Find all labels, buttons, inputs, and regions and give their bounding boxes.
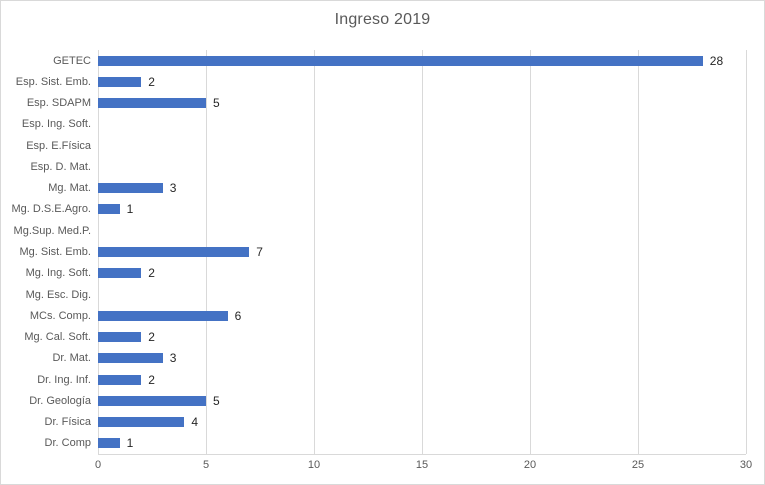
bar-row: 1 [98,433,746,454]
category-label: Esp. Ing. Soft. [21,118,91,131]
category-label: Esp. D. Mat. [30,160,91,173]
value-axis: 0 5 10 15 20 25 30 [1,459,764,477]
category-label: Mg.Sup. Med.P. [13,224,91,237]
x-tick-label: 15 [415,459,429,471]
x-tick-label: 5 [202,459,210,471]
category-label: Esp. SDAPM [26,97,91,110]
x-tick-label: 0 [94,459,102,471]
category-label: Esp. Sist. Emb. [15,75,91,88]
bar-value-label: 2 [148,266,155,281]
bar [98,76,142,87]
category-label: Dr. Comp [44,437,91,450]
bar-value-label: 3 [169,351,177,366]
category-label: MCs. Comp. [29,309,91,322]
bar-row [98,156,746,177]
gridline [314,50,315,454]
x-tick-label: 20 [523,459,537,471]
bar-value-label: 6 [234,308,242,323]
bar [98,438,120,449]
bar-row: 3 [98,178,746,199]
category-label: Mg. Mat. [48,182,91,195]
bar-row: 4 [98,411,746,432]
bar-value-label: 28 [709,53,724,68]
bar-value-label: 1 [126,202,134,217]
category-label: Esp. E.Física [26,139,91,152]
bar-row: 1 [98,199,746,220]
bar-value-label: 2 [148,372,155,387]
category-label: Mg. Ing. Soft. [25,267,91,280]
category-label: Dr. Ing. Inf. [37,373,91,386]
bar-row: 6 [98,305,746,326]
bar-row: 2 [98,326,746,347]
bar-value-label: 2 [148,74,155,89]
bar [98,204,120,215]
bar-row: 7 [98,241,746,262]
bar-value-label: 5 [213,393,220,408]
category-label: Dr. Mat. [52,352,91,365]
chart-title: Ingreso 2019 [334,11,431,28]
bar-value-label: 4 [191,415,199,430]
x-tick-label: 25 [631,459,645,471]
bar-value-label: 7 [256,244,263,259]
bar [98,395,206,406]
bar-value-label: 1 [126,436,134,451]
bar-row: 5 [98,93,746,114]
plot-area: 28 2 5 3 1 7 2 6 2 3 2 5 4 1 [98,50,747,455]
gridline [530,50,531,454]
bar [98,98,206,109]
bar-value-label: 5 [213,96,220,111]
bar [98,417,185,428]
category-label: Mg. Esc. Dig. [25,288,91,301]
x-tick-label: 30 [739,459,753,471]
bar-row [98,284,746,305]
gridline [638,50,639,454]
category-label: Mg. Cal. Soft. [24,331,91,344]
category-label: Mg. D.S.E.Agro. [11,203,91,216]
x-tick-label: 10 [307,459,321,471]
bar [98,183,163,194]
bar [98,353,163,364]
category-label: GETEC [53,54,91,67]
bar [98,55,703,66]
bar-value-label: 2 [148,330,155,345]
bar [98,374,142,385]
bar-value-label: 3 [169,181,177,196]
bar-row: 2 [98,263,746,284]
category-label: Dr. Geología [29,394,91,407]
bar [98,268,142,279]
gridline [746,50,747,454]
bar-row [98,135,746,156]
bar-row: 2 [98,71,746,92]
category-label: Mg. Sist. Emb. [19,245,91,258]
gridline [422,50,423,454]
bar-row: 2 [98,369,746,390]
bar-row [98,114,746,135]
bar-row [98,220,746,241]
bar-row: 3 [98,348,746,369]
bar [98,332,142,343]
category-label: Dr. Física [44,416,91,429]
bar-row: 28 [98,50,746,71]
bar-row: 5 [98,390,746,411]
category-axis: GETEC Esp. Sist. Emb. Esp. SDAPM Esp. Ing. … [1,50,91,454]
bar [98,246,250,257]
bar [98,310,228,321]
